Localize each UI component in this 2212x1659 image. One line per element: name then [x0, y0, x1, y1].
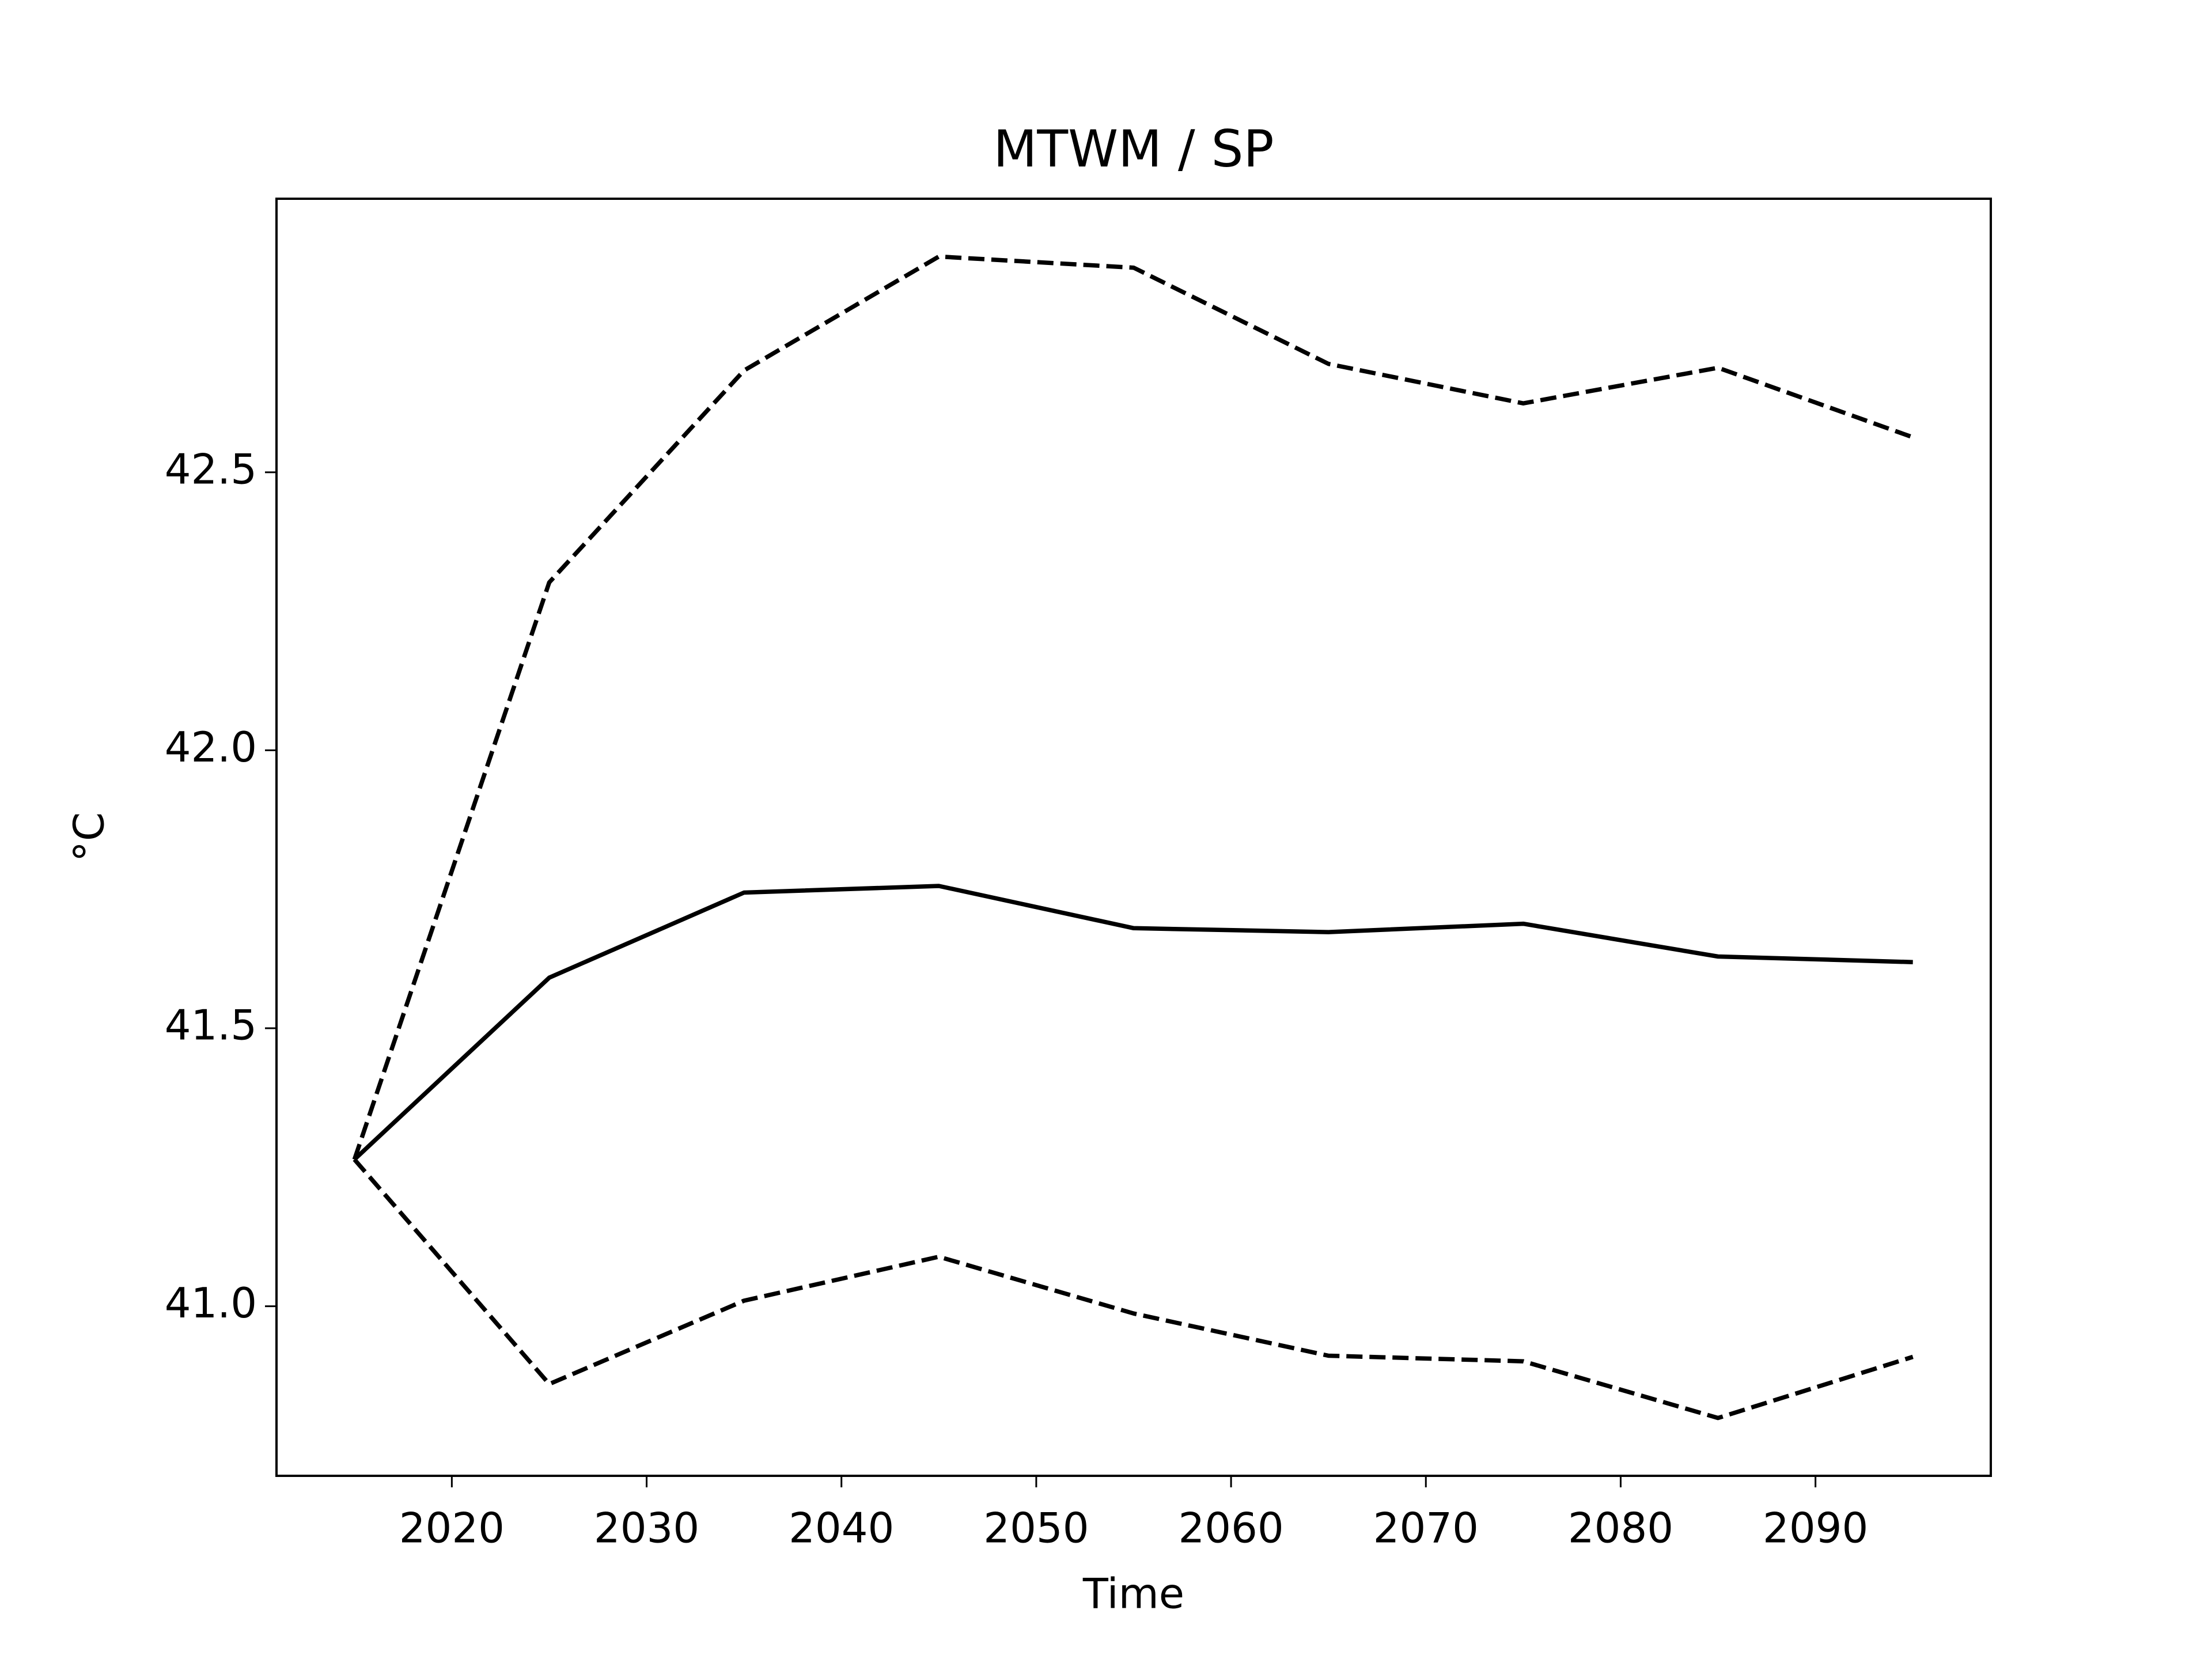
y-tick-label: 41.0 [165, 1279, 257, 1327]
y-tick-label: 42.0 [165, 723, 257, 771]
x-tick-label: 2060 [1178, 1504, 1283, 1552]
line-series [353, 884, 1913, 1161]
x-tick-label: 2080 [1568, 1504, 1673, 1552]
x-tick-label: 2020 [399, 1504, 505, 1552]
x-tick-label: 2030 [594, 1504, 699, 1552]
x-axis-label: Time [1082, 1570, 1184, 1618]
x-tick-label: 2070 [1373, 1504, 1479, 1552]
y-tick-label: 42.5 [165, 445, 257, 493]
chart-title: MTWM / SP [993, 119, 1274, 179]
x-tick-label: 2050 [983, 1504, 1089, 1552]
x-tick-label: 2040 [789, 1504, 894, 1552]
plot-frame [275, 198, 1992, 1477]
y-tick-label: 41.5 [165, 1001, 257, 1050]
y-axis-label: °C [65, 812, 113, 862]
line-series [353, 1158, 1914, 1421]
x-tick-label: 2090 [1763, 1504, 1868, 1552]
line-series [352, 254, 1914, 1160]
